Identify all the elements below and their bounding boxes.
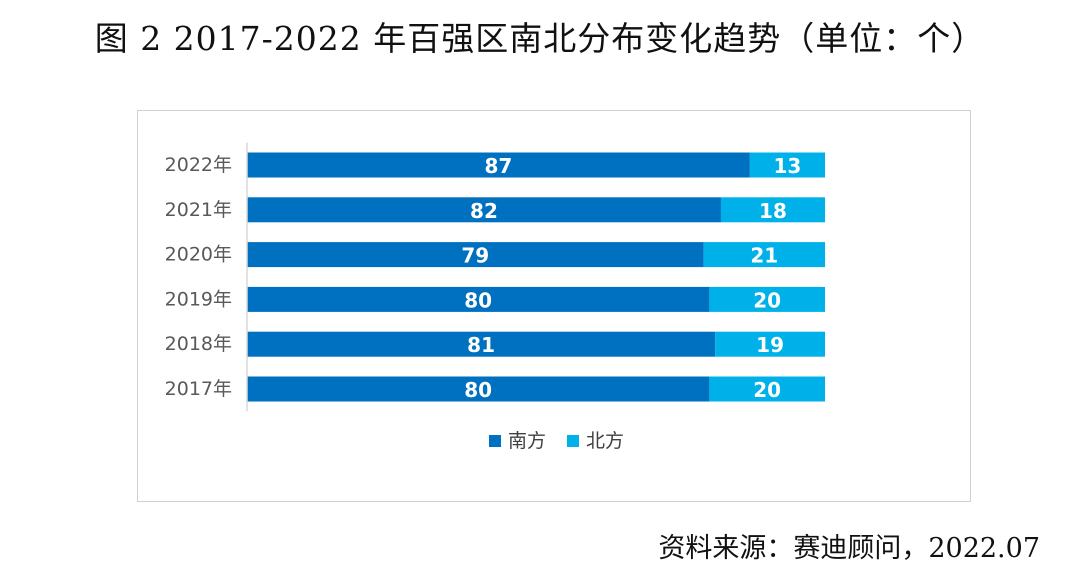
bar-south — [247, 242, 704, 268]
chart-container: 2022年 87 13 2021年 82 18 2020年 79 21 2019年 80 20 2018… — [137, 110, 971, 502]
data-label: 20 — [753, 378, 781, 402]
figure-title: 图 2 2017-2022 年百强区南北分布变化趋势（单位：个） — [94, 19, 986, 58]
data-label: 19 — [756, 333, 784, 357]
data-label: 21 — [750, 244, 778, 268]
bar-north — [715, 331, 825, 357]
data-label: 79 — [461, 244, 489, 268]
bar-south — [247, 152, 750, 178]
bar-north — [749, 152, 825, 178]
data-label: 82 — [470, 199, 498, 223]
category-label: 2021年 — [165, 199, 232, 221]
bar-south — [247, 197, 721, 223]
bar-south — [247, 376, 710, 402]
data-label: 18 — [759, 199, 787, 223]
category-label: 2022年 — [165, 154, 232, 176]
bar-north — [709, 286, 825, 312]
stacked-bar-chart: 2022年 87 13 2021年 82 18 2020年 79 21 2019年 80 20 2018… — [165, 142, 825, 452]
data-label: 20 — [753, 288, 781, 312]
bar-north — [720, 197, 825, 223]
bar-south — [247, 286, 710, 312]
data-label: 80 — [464, 288, 492, 312]
legend-label: 北方 — [586, 430, 624, 452]
data-label: 81 — [467, 333, 495, 357]
category-label: 2020年 — [165, 244, 232, 266]
bar-north — [703, 242, 825, 268]
legend-label: 南方 — [508, 430, 546, 452]
data-label: 87 — [485, 154, 513, 178]
bar-north — [709, 376, 825, 402]
data-label: 80 — [464, 378, 492, 402]
category-label: 2019年 — [165, 288, 232, 310]
data-label: 13 — [774, 154, 802, 178]
category-label: 2017年 — [165, 378, 232, 400]
legend-swatch — [567, 435, 579, 447]
source-note: 资料来源：赛迪顾问，2022.07 — [658, 533, 1040, 564]
category-label: 2018年 — [165, 333, 232, 355]
bar-south — [247, 331, 716, 357]
legend-swatch — [489, 435, 501, 447]
